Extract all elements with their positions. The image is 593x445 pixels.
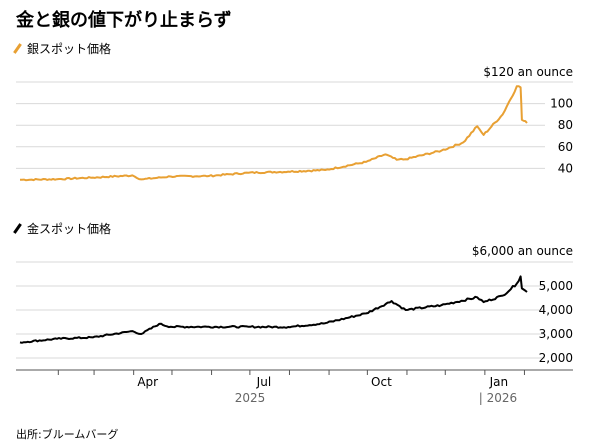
silver-unit-label: $120 an ounce [483, 65, 573, 79]
legend-silver-label: 銀スポット価格 [27, 42, 112, 56]
gold-price-line [19, 275, 528, 344]
gold-y-tick-label: 2,000 [539, 351, 573, 365]
silver-y-tick-label: 100 [550, 97, 573, 111]
legend-gold-label: 金スポット価格 [27, 222, 112, 236]
page-title: 金と銀の値下がり止まらず [16, 10, 232, 31]
x-axis-month-label: Oct [371, 375, 392, 389]
x-axis-year-label: | 2026 [479, 391, 517, 405]
silver-price-line [20, 85, 528, 182]
silver-y-tick-label: 40 [558, 161, 573, 175]
x-axis-month-label: Jan [489, 375, 509, 389]
silver-y-tick-label: 60 [558, 140, 573, 154]
silver-y-tick-label: 80 [558, 118, 573, 132]
gold-y-tick-label: 5,000 [539, 279, 573, 293]
gold-unit-label: $6,000 an ounce [472, 244, 573, 258]
gold-y-tick-label: 4,000 [539, 303, 573, 317]
x-axis-month-label: Apr [137, 375, 158, 389]
x-axis-year-label: 2025 [235, 391, 266, 405]
legend-gold: 金スポット価格 [13, 220, 112, 237]
x-axis-month-label: Jul [256, 375, 271, 389]
legend-silver: 銀スポット価格 [13, 40, 112, 57]
source-note: 出所:ブルームバーグ [16, 428, 119, 441]
gold-y-tick-label: 3,000 [539, 327, 573, 341]
